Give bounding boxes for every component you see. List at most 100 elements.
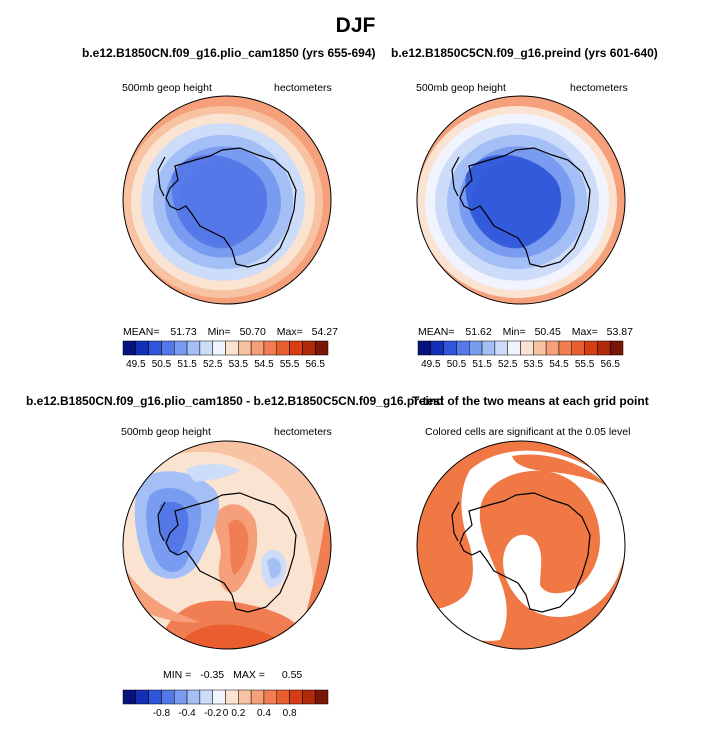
panel1-colorbar-tick-label: 54.5 (254, 359, 274, 370)
coastlines (157, 147, 591, 613)
panel2-max-value: 53.87 (606, 326, 633, 338)
panel2-mean-label: MEAN= (418, 326, 455, 338)
panel3-colorbar-box (212, 689, 226, 705)
panel3-colorbar-box (122, 689, 137, 705)
panel3-min-value: -0.35 (200, 669, 225, 681)
panel2-colorbar-tick-label: 55.5 (575, 359, 595, 370)
panel1-colorbar-tick-label: 52.5 (203, 359, 223, 370)
panel1-colorbar-tick-label: 51.5 (177, 359, 197, 370)
panel3-title: b.e12.B1850CN.f09_g16.plio_cam1850 - b.e… (26, 394, 444, 408)
panel2-colorbar-tick-label: 52.5 (498, 359, 518, 370)
panel2-colorbar-box (545, 340, 560, 356)
panel1-max-value: 54.27 (311, 326, 338, 338)
panel2-min-label: Min= (502, 326, 526, 338)
panel3-map (123, 441, 331, 649)
panel1-min-label: Min= (207, 326, 231, 338)
panel1-colorbar-box (276, 340, 290, 356)
panel2-colorbar-box (533, 340, 547, 356)
panel3-colorbar-box (314, 689, 329, 705)
panel1-max-label: Max= (276, 326, 303, 338)
panel3-colorbar-box (276, 689, 290, 705)
panel2-colorbar-box (456, 340, 470, 356)
panel1-colorbar-box (263, 340, 277, 356)
panel1-colorbar-tick-label: 56.5 (305, 359, 325, 370)
panel3-peninsula (157, 501, 166, 542)
panel2-colorbar-box (481, 340, 496, 356)
panel1-min-value: 50.70 (239, 326, 266, 338)
panel2-colorbar-tick-label: 51.5 (472, 359, 492, 370)
panel2-colorbar-tick-label: 56.5 (600, 359, 620, 370)
figure-title: DJF (335, 14, 376, 37)
panel3-colorbar-tick-label: -0.2 (204, 708, 222, 719)
panel3-stats: MIN = -0.35 MAX = 0.55 (163, 669, 302, 681)
panel3-colorbar-tick-label: 0.8 (283, 708, 297, 719)
panel3-antarctica-coast (165, 492, 297, 613)
panel3-variable-label: 500mb geop height (121, 426, 211, 438)
panel3-colorbar-tick-label: 0 (223, 708, 229, 719)
panel2-colorbar: 49.5 50.5 51.5 52.5 53.5 54.5 55.5 56.5 (417, 340, 624, 370)
panel3-colorbar-box (238, 689, 252, 705)
panel1-colorbar-tick-label: 50.5 (152, 359, 172, 370)
panel2-colorbar-tick-label: 53.5 (524, 359, 544, 370)
panel1-colorbar-box (238, 340, 252, 356)
panel3-colorbar-box (161, 689, 175, 705)
panel4-peninsula (451, 501, 460, 542)
panel3-colorbar-box (225, 689, 239, 705)
panel2-colorbar-tick-label: 50.5 (447, 359, 467, 370)
panel3-colorbar-box (148, 689, 162, 705)
panel4-title: T-test of the two means at each grid poi… (412, 394, 649, 408)
panel2-stats: MEAN= 51.62 Min= 50.45 Max= 53.87 (418, 326, 633, 338)
panel2-colorbar-box (520, 340, 534, 356)
panel1-colorbar-box (225, 340, 239, 356)
panel1-mean-value: 51.73 (170, 326, 197, 338)
panel1-colorbar-box (135, 340, 149, 356)
panel1-low-center (171, 154, 268, 249)
panel1-colorbar-box (186, 340, 201, 356)
panel3-colorbar-tick-label: -0.4 (178, 708, 196, 719)
panel1-colorbar-tick-label: 53.5 (229, 359, 249, 370)
panel2-peninsula (451, 156, 460, 197)
panel2-variable-label: 500mb geop height (416, 82, 506, 94)
panel4-map-border (416, 440, 626, 650)
panel1-mean-label: MEAN= (123, 326, 160, 338)
panel1-antarctica-coast (165, 147, 297, 268)
panel1-colorbar-box (161, 340, 175, 356)
panel2-colorbar-box (507, 340, 521, 356)
panel2-colorbar-box (584, 340, 598, 356)
diff-east-low-core (267, 557, 282, 579)
panel2-colorbar-box (571, 340, 585, 356)
panel1-colorbar-tick-label: 55.5 (280, 359, 300, 370)
panel3-units-label: hectometers (274, 426, 332, 438)
panel3-colorbar-tick-label: 0.4 (257, 708, 271, 719)
panel1-colorbar-box (199, 340, 213, 356)
panel1-colorbar-box (122, 340, 137, 356)
panel2-max-label: Max= (571, 326, 598, 338)
panel3-colorbar-tick-label: 0.2 (231, 708, 245, 719)
panel1-colorbar-box (148, 340, 162, 356)
panel3-colorbar: -0.8 -0.4 -0.2 0 0.2 0.4 0.8 (122, 689, 329, 719)
panel2-colorbar-box (443, 340, 457, 356)
panel1-stats: MEAN= 51.73 Min= 50.70 Max= 54.27 (123, 326, 338, 338)
panel3-min-label: MIN = (163, 669, 192, 681)
panel3-colorbar-box (302, 689, 316, 705)
panel2-map (417, 96, 625, 304)
panel1-colorbar-box (212, 340, 226, 356)
panel2-colorbar-tick-label: 49.5 (421, 359, 441, 370)
panel4-map (417, 441, 625, 649)
diff-north-weak-low (185, 464, 240, 482)
panel2-colorbar-box (430, 340, 444, 356)
panel1-units-label: hectometers (274, 82, 332, 94)
panel1-colorbar-tick-label: 49.5 (126, 359, 146, 370)
panel3-colorbar-box (135, 689, 149, 705)
panel3-max-label: MAX = (233, 669, 265, 681)
panel2-min-value: 50.45 (534, 326, 561, 338)
panel3-colorbar-box (199, 689, 213, 705)
sig-white-area (425, 450, 625, 641)
diff-interior-peak (228, 519, 249, 575)
panel2-colorbar-box (469, 340, 483, 356)
panel2-units-label: hectometers (570, 82, 628, 94)
panel3-max-value: 0.55 (281, 669, 303, 681)
panel1-colorbar-box (314, 340, 329, 356)
panel3-colorbar-box (186, 689, 201, 705)
panel1-colorbar-box (289, 340, 303, 356)
